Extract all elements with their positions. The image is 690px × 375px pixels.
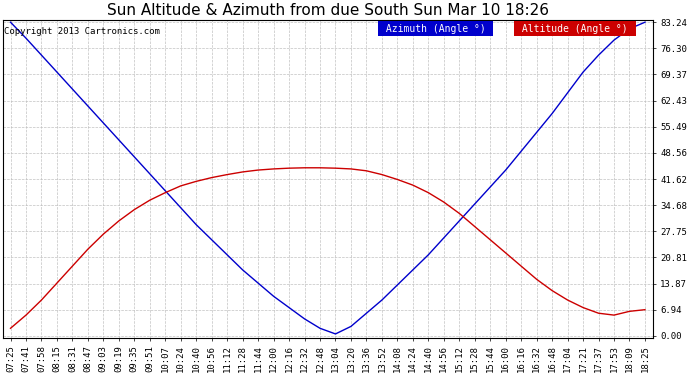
Text: Altitude (Angle °): Altitude (Angle °) — [516, 24, 633, 33]
Title: Sun Altitude & Azimuth from due South Sun Mar 10 18:26: Sun Altitude & Azimuth from due South Su… — [107, 3, 549, 18]
Text: Copyright 2013 Cartronics.com: Copyright 2013 Cartronics.com — [4, 27, 160, 36]
Text: Azimuth (Angle °): Azimuth (Angle °) — [380, 24, 491, 33]
